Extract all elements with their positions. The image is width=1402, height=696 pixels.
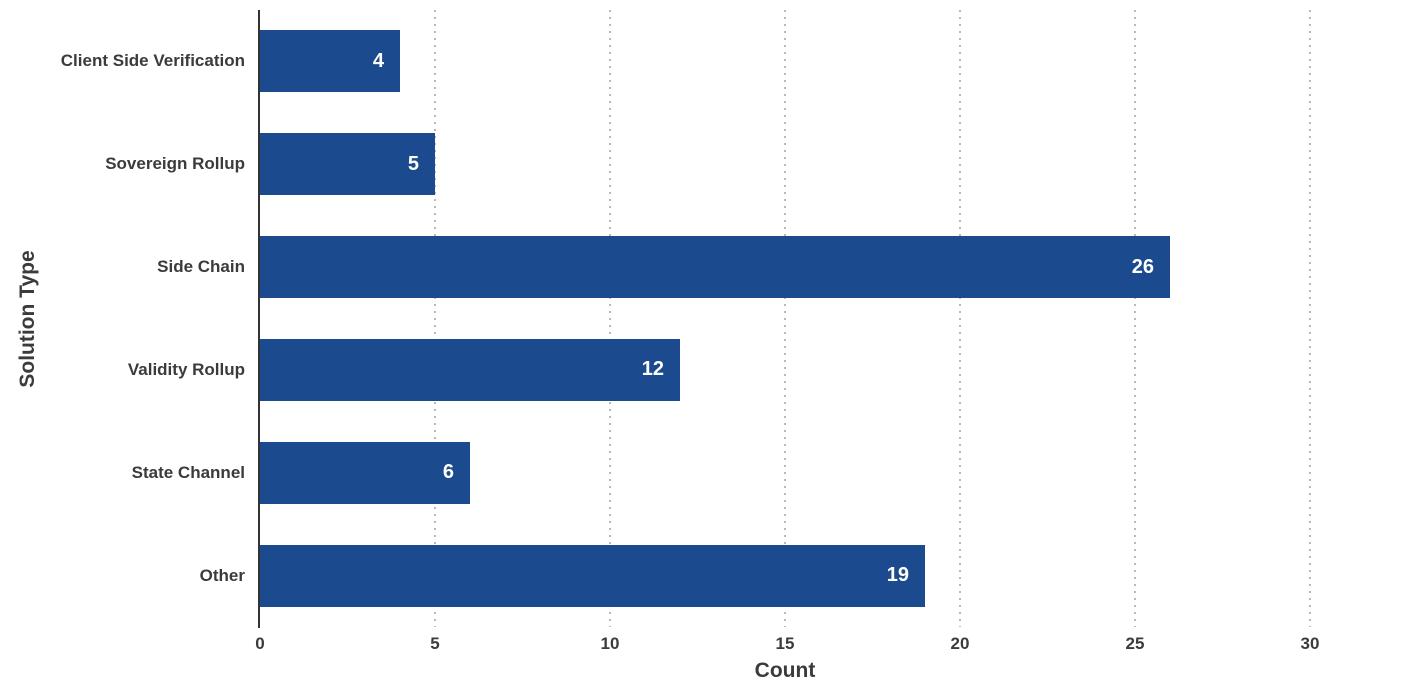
bar: 12 <box>260 338 680 401</box>
bar: 4 <box>260 30 400 93</box>
gridline <box>434 10 436 627</box>
gridline <box>959 10 961 627</box>
x-tick-label: 10 <box>600 634 620 653</box>
category-label: Sovereign Rollup <box>105 154 245 174</box>
category-label: Client Side Verification <box>60 51 245 71</box>
y-axis-title: Solution Type <box>16 250 39 388</box>
x-tick-label: 30 <box>1300 634 1320 653</box>
bar: 26 <box>260 236 1170 299</box>
gridline <box>1309 10 1311 627</box>
category-label: State Channel <box>131 462 245 482</box>
bar-value-label: 12 <box>641 358 664 381</box>
bar-value-label: 19 <box>886 564 909 587</box>
x-axis-title: Count <box>754 659 816 682</box>
x-tick-label: 25 <box>1125 634 1145 653</box>
bar: 19 <box>260 544 925 607</box>
bar-value-label: 26 <box>1131 255 1154 278</box>
x-tick-label: 15 <box>775 634 795 653</box>
bar: 5 <box>260 133 435 196</box>
x-tick-label: 5 <box>430 634 440 653</box>
gridline <box>609 10 611 627</box>
x-tick-label: 20 <box>950 634 970 653</box>
bar-value-label: 6 <box>442 461 454 484</box>
bar-value-label: 5 <box>407 152 419 175</box>
gridline <box>1134 10 1136 627</box>
bar-value-label: 4 <box>372 49 384 72</box>
bar: 6 <box>260 441 470 504</box>
y-axis-line <box>258 10 260 628</box>
x-tick-label: 0 <box>255 634 265 653</box>
gridline <box>784 10 786 627</box>
category-label: Side Chain <box>157 257 245 277</box>
category-label: Validity Rollup <box>127 359 245 379</box>
category-label: Other <box>199 565 245 585</box>
